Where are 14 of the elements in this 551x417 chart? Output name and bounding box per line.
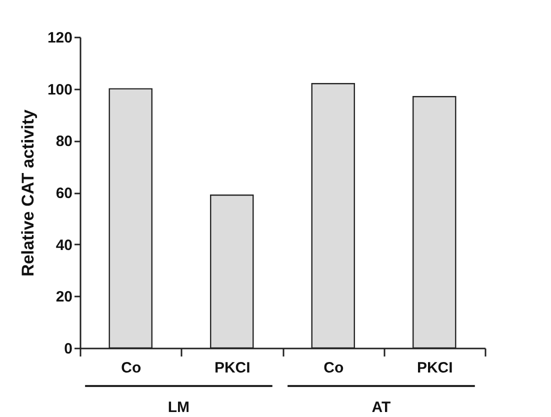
x-tick-label: Co bbox=[324, 360, 344, 376]
text: LM bbox=[168, 399, 190, 416]
y-axis-title: Relative CAT activity bbox=[18, 109, 38, 276]
y-tick-label: 80 bbox=[56, 133, 72, 150]
y-tick-label: 60 bbox=[56, 185, 72, 202]
y-tick-label: 100 bbox=[47, 81, 72, 98]
x-tick-label: PKCI bbox=[416, 360, 453, 376]
x-tick-label: Co bbox=[121, 360, 142, 376]
y-tick-label: 40 bbox=[56, 236, 72, 254]
text: AT bbox=[372, 399, 391, 416]
y-tick-label: 20 bbox=[56, 288, 72, 306]
y-tick-label: 0 bbox=[64, 340, 72, 358]
y-tick-label: 120 bbox=[47, 30, 72, 46]
x-tick-label: PKCI bbox=[214, 360, 250, 376]
